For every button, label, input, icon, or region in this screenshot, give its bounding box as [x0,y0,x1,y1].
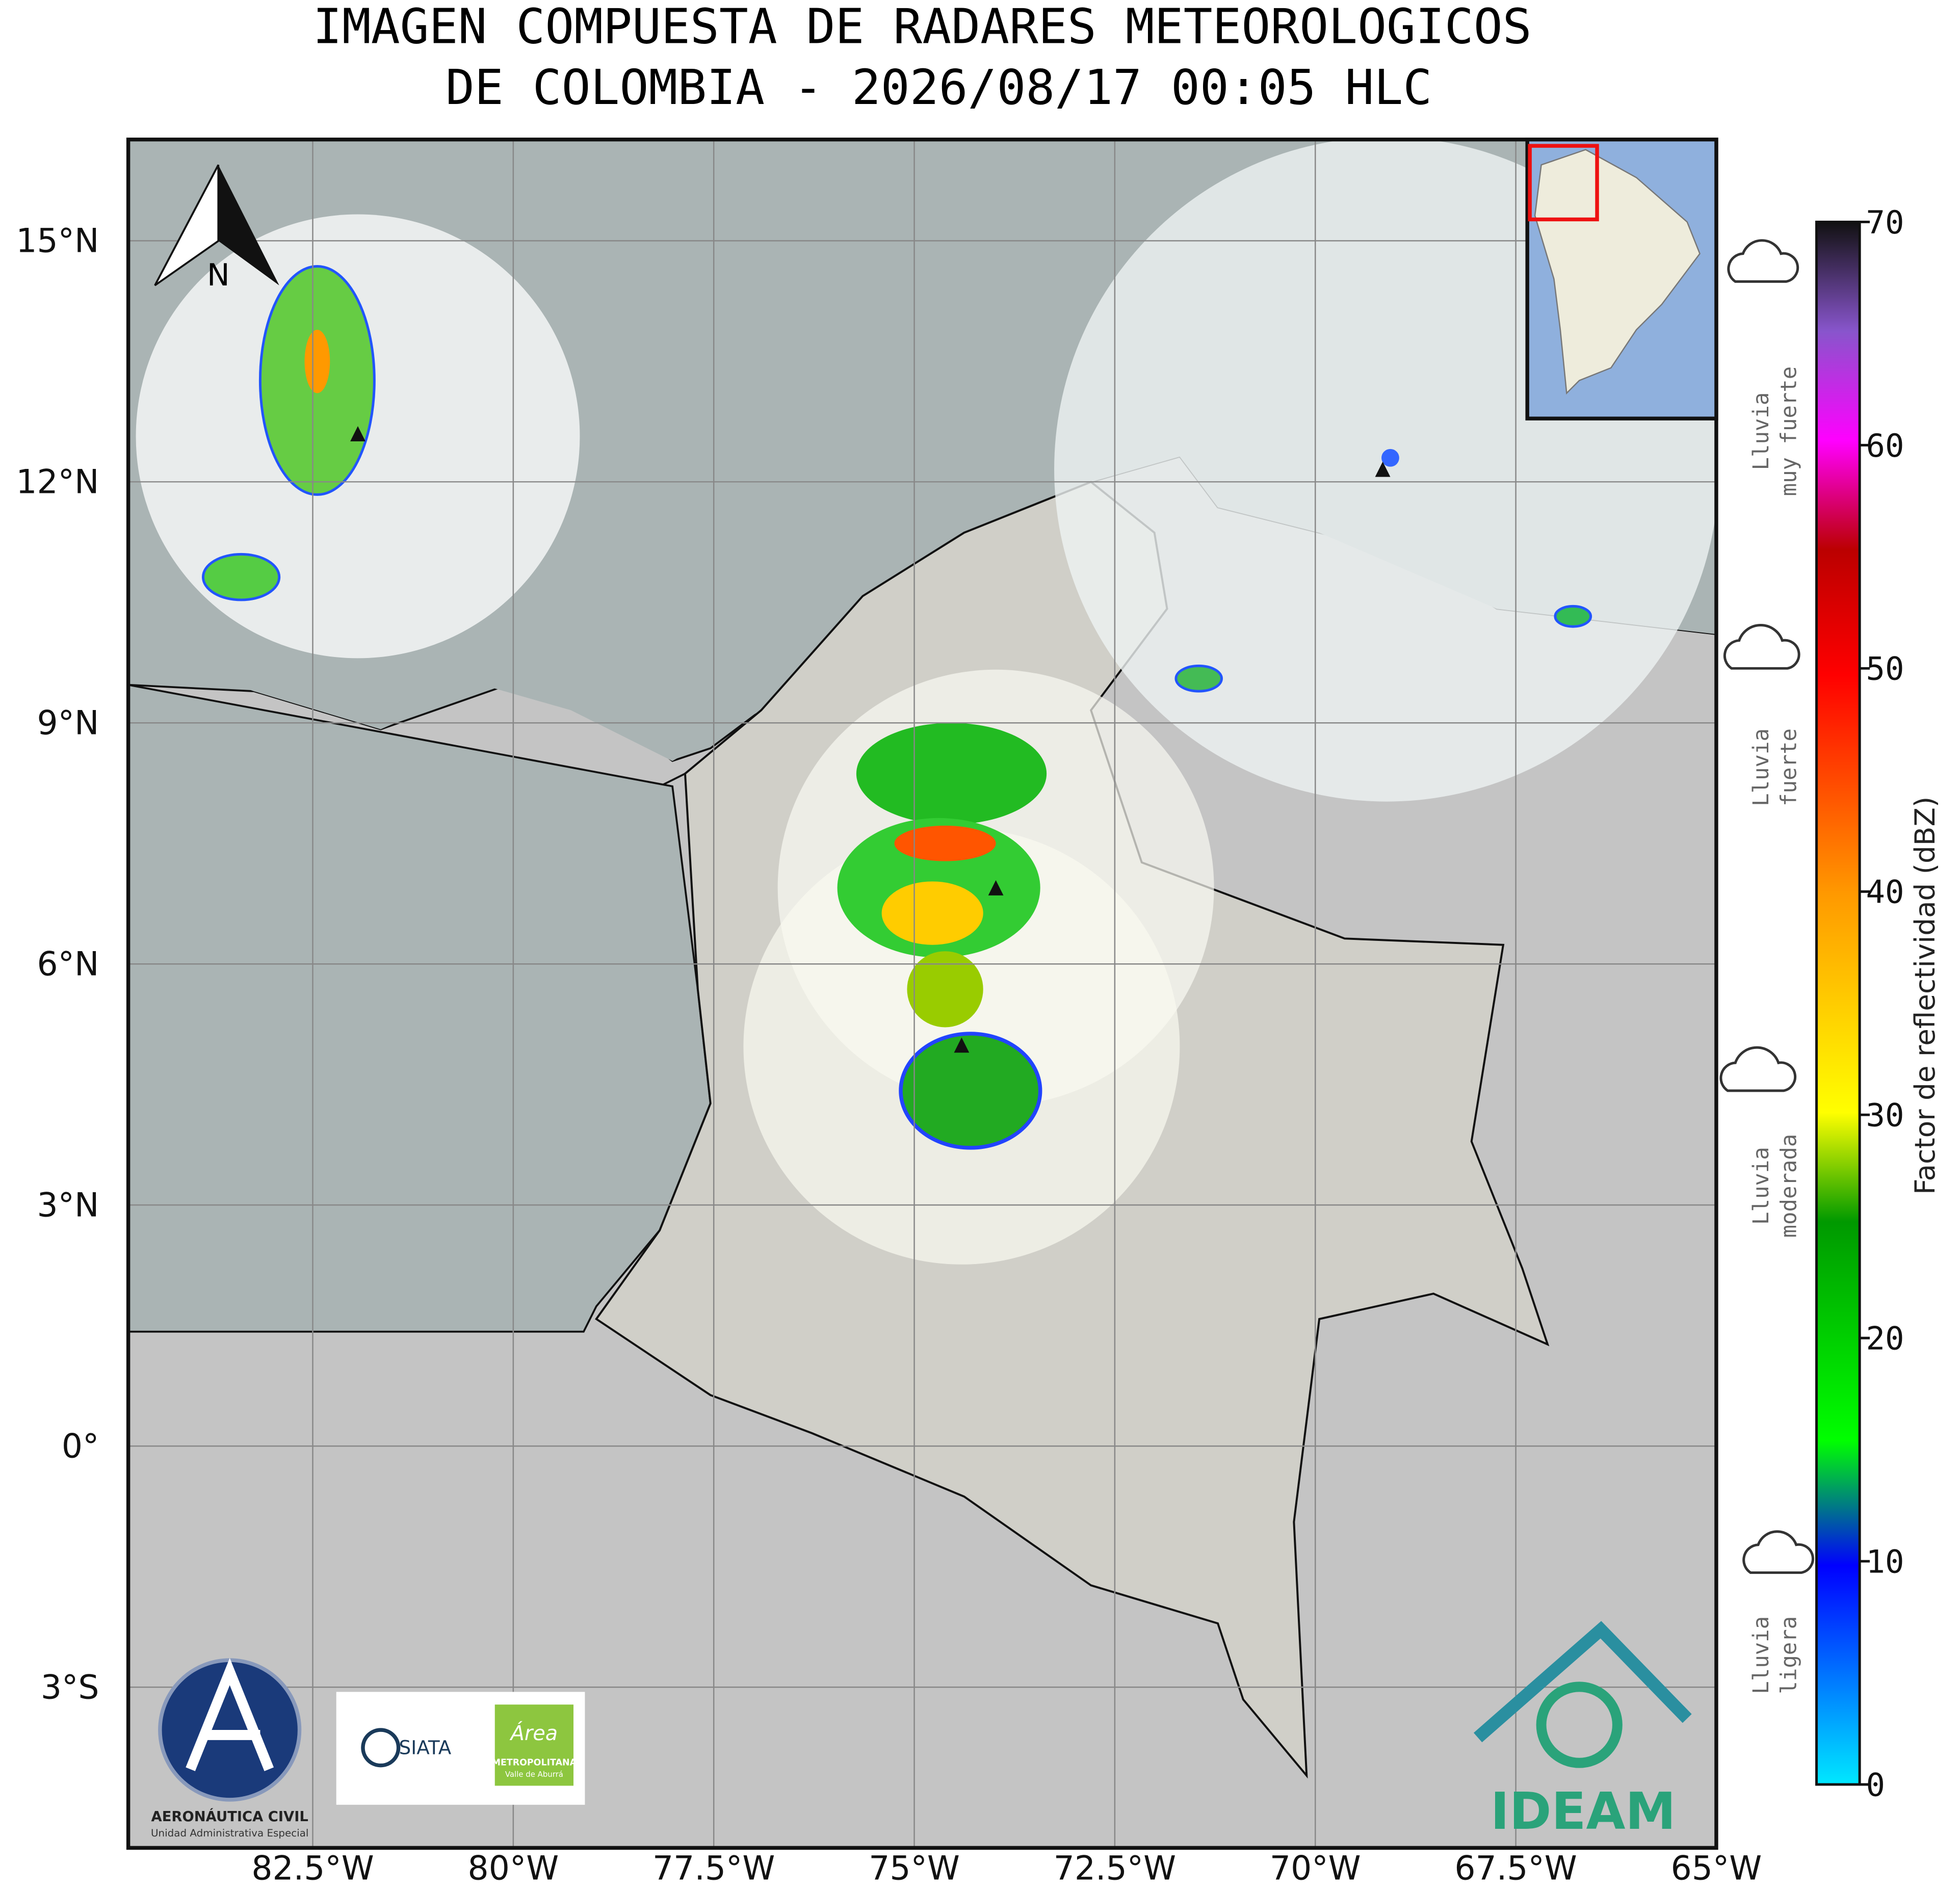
logo-text: METROPOLITANA [492,1758,577,1768]
rain-label: moderada [1776,1134,1801,1238]
logo-text: IDEAM [1491,1782,1676,1841]
colorbar-label: Factor de reflectividad (dBZ) [1909,797,1941,1195]
x-tick-label: 67.5°W [1454,1850,1577,1888]
inset-map [1525,137,1718,421]
colorbar-tick-label: 30 [1866,1097,1904,1134]
graticule [128,139,1716,1848]
logo-text: Unidad Administrativa Especial [151,1827,308,1839]
rain-label: Lluvia [1748,1147,1773,1225]
title-line: IMAGEN COMPUESTA DE RADARES METEOROLOGIC… [313,0,1532,55]
colorbar-tick-label: 0 [1866,1766,1885,1803]
rain-label: fuerte [1776,728,1801,806]
rain-label: ligera [1776,1616,1801,1694]
y-tick-label: 6°N [37,946,99,984]
y-tick-label: 12°N [16,463,99,502]
y-tick-label: 0° [62,1428,99,1466]
y-tick-label: 9°N [37,704,99,743]
logo-siata-area: SIATA Área METROPOLITANA Valle de Aburrá [336,1692,585,1805]
logo-text: AERONÁUTICA CIVIL [151,1808,308,1825]
colorbar-tick-label: 60 [1866,427,1904,464]
x-tick-label: 65°W [1671,1850,1762,1888]
y-tick-label: 3°N [37,1187,99,1225]
radar-sites [350,426,1391,1053]
rain-label: Lluvia [1748,392,1773,470]
title-line: DE COLOMBIA - 2026/08/17 00:05 HLC [446,60,1432,116]
logo-aerocivil: AERONÁUTICA CIVIL Unidad Administrativa … [151,1658,308,1839]
x-tick-label: 70°W [1270,1850,1361,1888]
colorbar [1815,220,1861,1786]
colorbar-tick-label: 10 [1866,1543,1904,1580]
x-tick-label: 80°W [468,1850,559,1888]
y-tick-label: 3°S [41,1668,99,1706]
radar-echoes [201,265,1592,1150]
rain-label: muy fuerte [1776,366,1801,496]
x-tick-label: 77.5°W [652,1850,775,1888]
x-tick-label: 82.5°W [251,1850,374,1888]
colorbar-tick-label: 40 [1866,874,1904,911]
colorbar-tick-label: 70 [1866,204,1904,241]
x-tick-label: 72.5°W [1054,1850,1176,1888]
rain-label: Lluvia [1748,1616,1773,1694]
logo-text: Área [509,1721,558,1745]
colorbar-ticks: 0 10 20 30 40 50 60 70 [1860,204,1904,1803]
logo-text: Valle de Aburrá [505,1770,563,1779]
colorbar-tick-label: 20 [1866,1320,1904,1357]
y-tick-label: 15°N [16,222,99,260]
colorbar-tick-label: 50 [1866,650,1904,688]
logo-text: SIATA [399,1736,452,1758]
logo-ideam: IDEAM [1473,1621,1692,1841]
map [128,139,1716,1848]
north-label: N [207,258,230,293]
map-frame [126,137,1718,1850]
x-tick-label: 75°W [869,1850,960,1888]
rain-label: Lluvia [1748,728,1773,806]
